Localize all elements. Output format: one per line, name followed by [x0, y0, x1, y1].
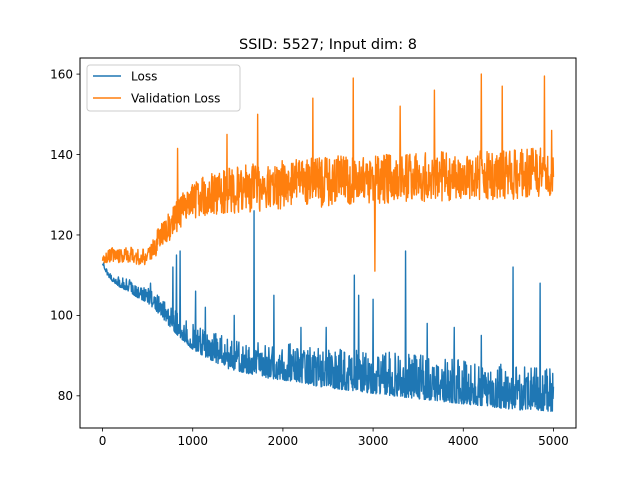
- series-layer: [101, 73, 555, 412]
- legend: Loss Validation Loss: [86, 64, 241, 112]
- x-tick-label: 2000: [268, 434, 299, 448]
- y-tick-label: 80: [58, 389, 73, 403]
- legend-label-validation-loss: Validation Loss: [131, 92, 220, 106]
- y-axis-ticks: 80 100 120 140 160: [50, 67, 80, 403]
- x-tick-label: 0: [99, 434, 107, 448]
- y-tick-label: 100: [50, 309, 73, 323]
- x-tick-label: 4000: [448, 434, 479, 448]
- x-axis-ticks: 0 1000 2000 3000 4000 5000: [99, 428, 569, 448]
- y-tick-label: 160: [50, 67, 73, 81]
- series-line-validation-loss: [101, 73, 555, 272]
- legend-frame: [86, 64, 241, 112]
- x-tick-label: 3000: [358, 434, 389, 448]
- x-tick-label: 5000: [538, 434, 569, 448]
- legend-label-loss: Loss: [131, 70, 157, 84]
- y-tick-label: 140: [50, 148, 73, 162]
- series-line-loss: [101, 210, 555, 412]
- x-tick-label: 1000: [177, 434, 208, 448]
- chart-title: SSID: 5527; Input dim: 8: [239, 37, 417, 53]
- y-tick-label: 120: [50, 228, 73, 242]
- plot-area-frame: [79, 57, 577, 429]
